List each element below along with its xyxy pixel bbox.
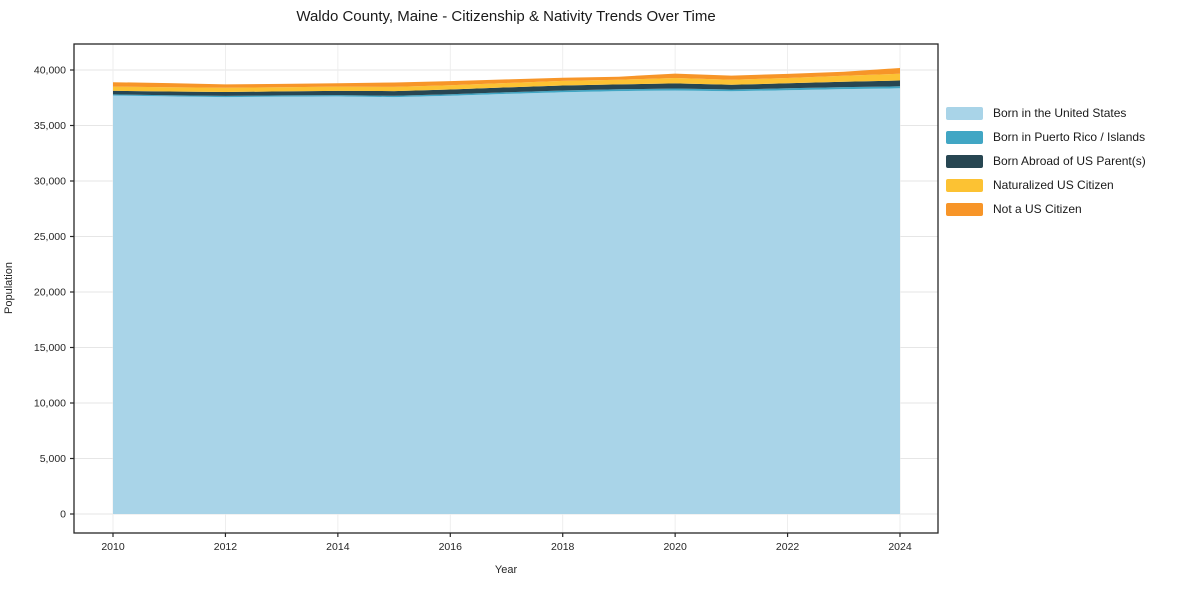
y-tick-label: 5,000 (40, 453, 66, 465)
x-tick-label: 2020 (663, 541, 687, 553)
area-series (113, 73, 900, 92)
y-tick-label: 30,000 (34, 176, 66, 188)
y-tick-label: 40,000 (34, 65, 66, 77)
legend-item: Naturalized US Citizen (946, 173, 1146, 197)
legend-swatch (946, 178, 983, 192)
y-tick-label: 25,000 (34, 231, 66, 243)
area-series (113, 80, 900, 96)
x-tick-label: 2022 (776, 541, 800, 553)
legend-label: Born in the United States (993, 106, 1127, 120)
legend-swatch (946, 202, 983, 216)
x-tick-label: 2016 (439, 541, 463, 553)
x-tick-label: 2012 (214, 541, 238, 553)
legend-label: Naturalized US Citizen (993, 178, 1114, 192)
x-tick-label: 2010 (101, 541, 125, 553)
plot-frame (73, 43, 939, 534)
y-tick-label: 15,000 (34, 342, 66, 354)
y-tick-label: 0 (60, 509, 66, 521)
x-tick-label: 2024 (888, 541, 912, 553)
legend-item: Born in Puerto Rico / Islands (946, 125, 1146, 149)
legend: Born in the United States Born in Puerto … (946, 101, 1146, 221)
legend-item: Born in the United States (946, 101, 1146, 125)
legend-swatch (946, 154, 983, 168)
x-axis-label: Year (494, 564, 518, 576)
legend-label: Not a US Citizen (993, 202, 1082, 216)
x-tick-label: 2014 (326, 541, 350, 553)
y-tick-label: 10,000 (34, 398, 66, 410)
legend-swatch (946, 130, 983, 144)
area-series (113, 68, 900, 88)
area-series (113, 88, 900, 515)
legend-label: Born in Puerto Rico / Islands (993, 130, 1146, 144)
x-tick-label: 2018 (551, 541, 575, 553)
legend-item: Born Abroad of US Parent(s) (946, 149, 1146, 173)
y-tick-label: 35,000 (34, 120, 66, 132)
legend-item: Not a US Citizen (946, 197, 1146, 221)
legend-swatch (946, 106, 983, 120)
y-tick-label: 20,000 (34, 287, 66, 299)
chart-title: Waldo County, Maine - Citizenship & Nati… (296, 8, 716, 25)
legend-label: Born Abroad of US Parent(s) (993, 154, 1146, 168)
y-axis-label: Population (3, 262, 15, 314)
